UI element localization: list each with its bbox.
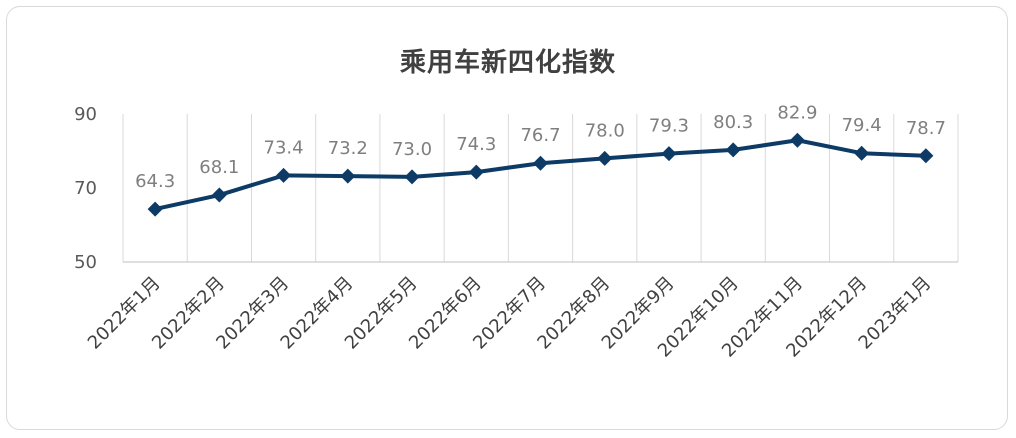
data-label: 78.0 xyxy=(585,120,625,141)
data-point xyxy=(918,148,934,164)
data-label: 73.0 xyxy=(392,139,432,160)
data-point xyxy=(854,145,870,161)
data-point xyxy=(404,169,420,185)
data-point xyxy=(789,132,805,148)
chart-frame xyxy=(6,6,1008,430)
data-point xyxy=(533,155,548,171)
data-label: 73.2 xyxy=(328,138,368,159)
data-point xyxy=(725,142,741,158)
data-label: 82.9 xyxy=(777,102,817,123)
data-label: 76.7 xyxy=(520,125,560,146)
y-tick-label: 70 xyxy=(74,178,97,199)
chart-title: 乘用车新四化指数 xyxy=(399,48,616,78)
data-point xyxy=(468,164,484,180)
data-label: 74.3 xyxy=(456,134,496,155)
data-label: 64.3 xyxy=(135,171,175,192)
data-label: 78.7 xyxy=(906,118,946,139)
data-point xyxy=(276,167,292,183)
y-tick-label: 50 xyxy=(74,252,97,273)
data-point xyxy=(340,168,356,184)
data-label: 79.4 xyxy=(842,115,882,136)
data-point xyxy=(597,150,613,166)
data-label: 68.1 xyxy=(199,157,239,178)
data-label: 73.4 xyxy=(264,137,304,158)
y-tick-label: 90 xyxy=(74,104,97,125)
data-point xyxy=(661,146,677,162)
data-point xyxy=(211,187,227,203)
data-point xyxy=(147,201,163,217)
data-label: 80.3 xyxy=(713,112,753,133)
data-label: 79.3 xyxy=(649,116,689,137)
